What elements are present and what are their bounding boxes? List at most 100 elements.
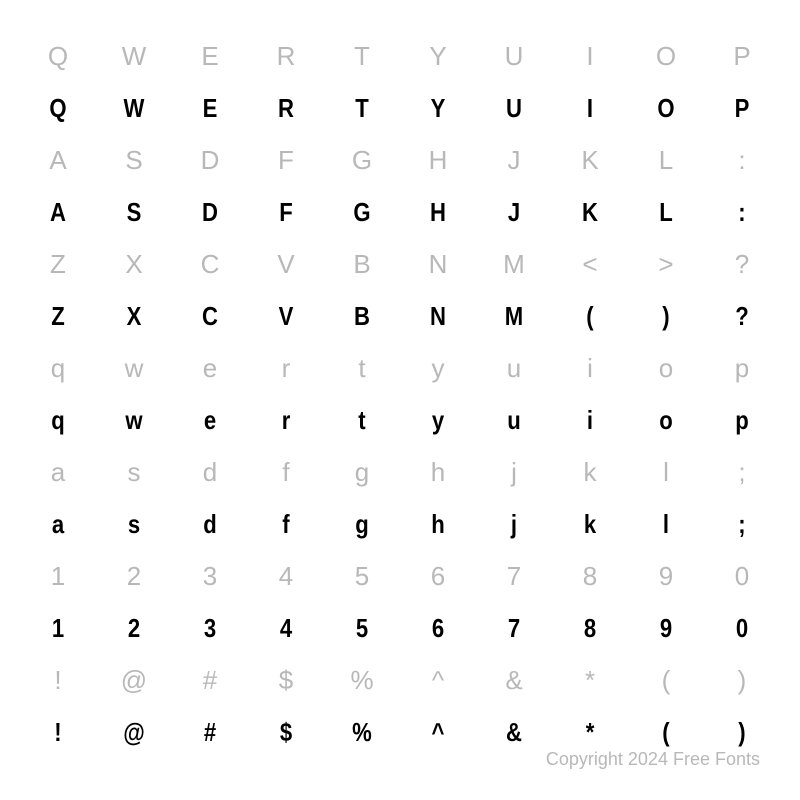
char-label: 7 xyxy=(476,550,552,602)
char-display: t xyxy=(330,394,395,446)
char-display: g xyxy=(330,498,395,550)
char-display: ! xyxy=(26,706,91,758)
char-label: D xyxy=(172,134,248,186)
char-display: H xyxy=(406,186,471,238)
char-label: O xyxy=(628,30,704,82)
char-display: w xyxy=(102,394,167,446)
char-label: Y xyxy=(400,30,476,82)
char-label: T xyxy=(324,30,400,82)
char-display: X xyxy=(102,290,167,342)
char-display: e xyxy=(178,394,243,446)
char-display: T xyxy=(330,82,395,134)
char-label: 4 xyxy=(248,550,324,602)
char-display: j xyxy=(482,498,547,550)
char-display: Y xyxy=(406,82,471,134)
char-label: y xyxy=(400,342,476,394)
char-label: V xyxy=(248,238,324,290)
char-label: Q xyxy=(20,30,96,82)
char-label: > xyxy=(628,238,704,290)
char-label: 8 xyxy=(552,550,628,602)
char-label: ) xyxy=(704,654,780,706)
char-display: M xyxy=(482,290,547,342)
char-display: O xyxy=(634,82,699,134)
char-display: k xyxy=(558,498,623,550)
char-display: l xyxy=(634,498,699,550)
char-display: N xyxy=(406,290,471,342)
char-display: 8 xyxy=(558,602,623,654)
char-display: 3 xyxy=(178,602,243,654)
char-label: q xyxy=(20,342,96,394)
char-display: E xyxy=(178,82,243,134)
char-display: ( xyxy=(558,290,623,342)
char-display: q xyxy=(26,394,91,446)
char-label: H xyxy=(400,134,476,186)
char-label: h xyxy=(400,446,476,498)
char-label: 2 xyxy=(96,550,172,602)
char-display: ; xyxy=(710,498,775,550)
char-label: f xyxy=(248,446,324,498)
char-display: p xyxy=(710,394,775,446)
char-display: u xyxy=(482,394,547,446)
char-label: X xyxy=(96,238,172,290)
char-label: k xyxy=(552,446,628,498)
char-display: 1 xyxy=(26,602,91,654)
char-display: S xyxy=(102,186,167,238)
char-label: ^ xyxy=(400,654,476,706)
char-label: i xyxy=(552,342,628,394)
char-display: s xyxy=(102,498,167,550)
char-display: 6 xyxy=(406,602,471,654)
char-label: s xyxy=(96,446,172,498)
char-display: L xyxy=(634,186,699,238)
char-label: & xyxy=(476,654,552,706)
char-display: I xyxy=(558,82,623,134)
char-label: g xyxy=(324,446,400,498)
char-display: # xyxy=(178,706,243,758)
char-display: U xyxy=(482,82,547,134)
char-display: K xyxy=(558,186,623,238)
char-label: w xyxy=(96,342,172,394)
char-display: D xyxy=(178,186,243,238)
char-display: W xyxy=(102,82,167,134)
char-display: ^ xyxy=(406,706,471,758)
char-display: R xyxy=(254,82,319,134)
char-display: d xyxy=(178,498,243,550)
char-label: B xyxy=(324,238,400,290)
char-label: U xyxy=(476,30,552,82)
char-label: N xyxy=(400,238,476,290)
char-display: Q xyxy=(26,82,91,134)
char-display: % xyxy=(330,706,395,758)
char-label: 5 xyxy=(324,550,400,602)
char-label: R xyxy=(248,30,324,82)
char-label: I xyxy=(552,30,628,82)
char-display: $ xyxy=(254,706,319,758)
character-map-grid: QWERTYUIOPQWERTYUIOPASDFGHJKL:ASDFGHJKL:… xyxy=(20,30,780,758)
char-label: # xyxy=(172,654,248,706)
char-display: : xyxy=(710,186,775,238)
char-label: ; xyxy=(704,446,780,498)
char-display: ) xyxy=(634,290,699,342)
char-display: J xyxy=(482,186,547,238)
char-label: r xyxy=(248,342,324,394)
char-label: d xyxy=(172,446,248,498)
char-display: f xyxy=(254,498,319,550)
char-display: C xyxy=(178,290,243,342)
char-label: P xyxy=(704,30,780,82)
char-display: 0 xyxy=(710,602,775,654)
char-label: ! xyxy=(20,654,96,706)
char-label: M xyxy=(476,238,552,290)
char-display: 4 xyxy=(254,602,319,654)
char-display: o xyxy=(634,394,699,446)
char-label: 0 xyxy=(704,550,780,602)
char-label: C xyxy=(172,238,248,290)
char-display: ? xyxy=(710,290,775,342)
char-label: % xyxy=(324,654,400,706)
char-label: K xyxy=(552,134,628,186)
char-label: * xyxy=(552,654,628,706)
char-display: P xyxy=(710,82,775,134)
char-display: h xyxy=(406,498,471,550)
char-label: $ xyxy=(248,654,324,706)
char-label: L xyxy=(628,134,704,186)
char-label: j xyxy=(476,446,552,498)
char-label: J xyxy=(476,134,552,186)
char-display: F xyxy=(254,186,319,238)
